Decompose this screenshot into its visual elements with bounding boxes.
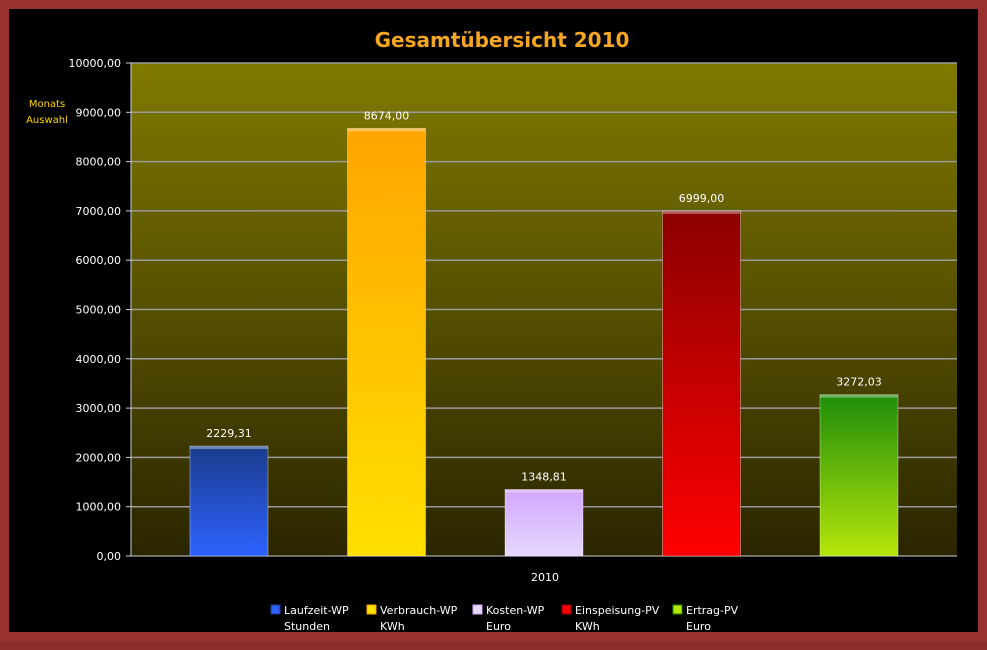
bar-highlight	[505, 489, 583, 493]
bar-highlight	[347, 128, 426, 132]
y-tick-label: 9000,00	[76, 106, 122, 119]
y-tick-label: 3000,00	[76, 402, 122, 415]
y-tick-label: 0,00	[97, 550, 122, 563]
legend-series-unit: Euro	[486, 620, 511, 633]
legend-swatch	[472, 604, 483, 615]
bar-chart: Gesamtübersicht 2010 Monats Auswahl 0,00…	[26, 28, 957, 633]
bar-kosten-wp	[504, 489, 584, 557]
y-tick-label: 8000,00	[76, 156, 122, 169]
data-label: 8674,00	[364, 109, 410, 122]
legend-swatch	[672, 604, 683, 615]
data-label: 2229,31	[206, 427, 252, 440]
legend-series-unit: KWh	[575, 620, 600, 633]
chart-title: Gesamtübersicht 2010	[375, 28, 630, 52]
bar-einspeisung-pv	[662, 210, 741, 557]
legend-series-name: Einspeisung-PV	[575, 604, 660, 617]
y-tick-label: 4000,00	[76, 353, 122, 366]
data-label: 1348,81	[521, 471, 567, 484]
legend-series-name: Laufzeit-WP	[284, 604, 349, 617]
side-label-line1: Monats	[29, 99, 65, 110]
y-tick-label: 2000,00	[76, 451, 122, 464]
bar-highlight	[190, 446, 268, 450]
legend-series-unit: KWh	[380, 620, 405, 633]
y-tick-label: 1000,00	[76, 501, 122, 514]
legend-series-unit: Stunden	[284, 620, 330, 633]
legend-swatch	[561, 604, 572, 615]
data-label: 3272,03	[836, 376, 882, 389]
legend-series-name: Ertrag-PV	[686, 604, 739, 617]
y-tick-label: 5000,00	[76, 304, 122, 317]
bar-ertrag-pv	[819, 394, 899, 557]
y-axis-ticks: 0,00 1000,00 2000,00 3000,00 4000,00 5000,00 6…	[69, 57, 122, 563]
x-category-label: 2010	[531, 571, 559, 584]
y-tick-label: 10000,00	[69, 57, 122, 70]
bar-laufzeit-wp	[189, 445, 269, 557]
legend-series-name: Kosten-WP	[486, 604, 545, 617]
legend-swatch	[366, 604, 377, 615]
y-tick-label: 7000,00	[76, 205, 122, 218]
bar-highlight	[820, 394, 898, 398]
legend-series-unit: Euro	[686, 620, 711, 633]
data-label: 6999,00	[679, 192, 725, 205]
legend: Laufzeit-WP Stunden Verbrauch-WP KWh Kosten-…	[270, 604, 739, 633]
data-labels: 2229,31 8674,00 1348,81 6999,00 3272,03	[206, 109, 882, 483]
bars	[189, 127, 899, 557]
y-tick-label: 6000,00	[76, 254, 122, 267]
side-label-line2: Auswahl	[26, 115, 68, 126]
bar-verbrauch-wp	[347, 127, 426, 557]
bar-highlight	[662, 210, 741, 214]
legend-swatch	[270, 604, 281, 615]
legend-series-name: Verbrauch-WP	[380, 604, 458, 617]
